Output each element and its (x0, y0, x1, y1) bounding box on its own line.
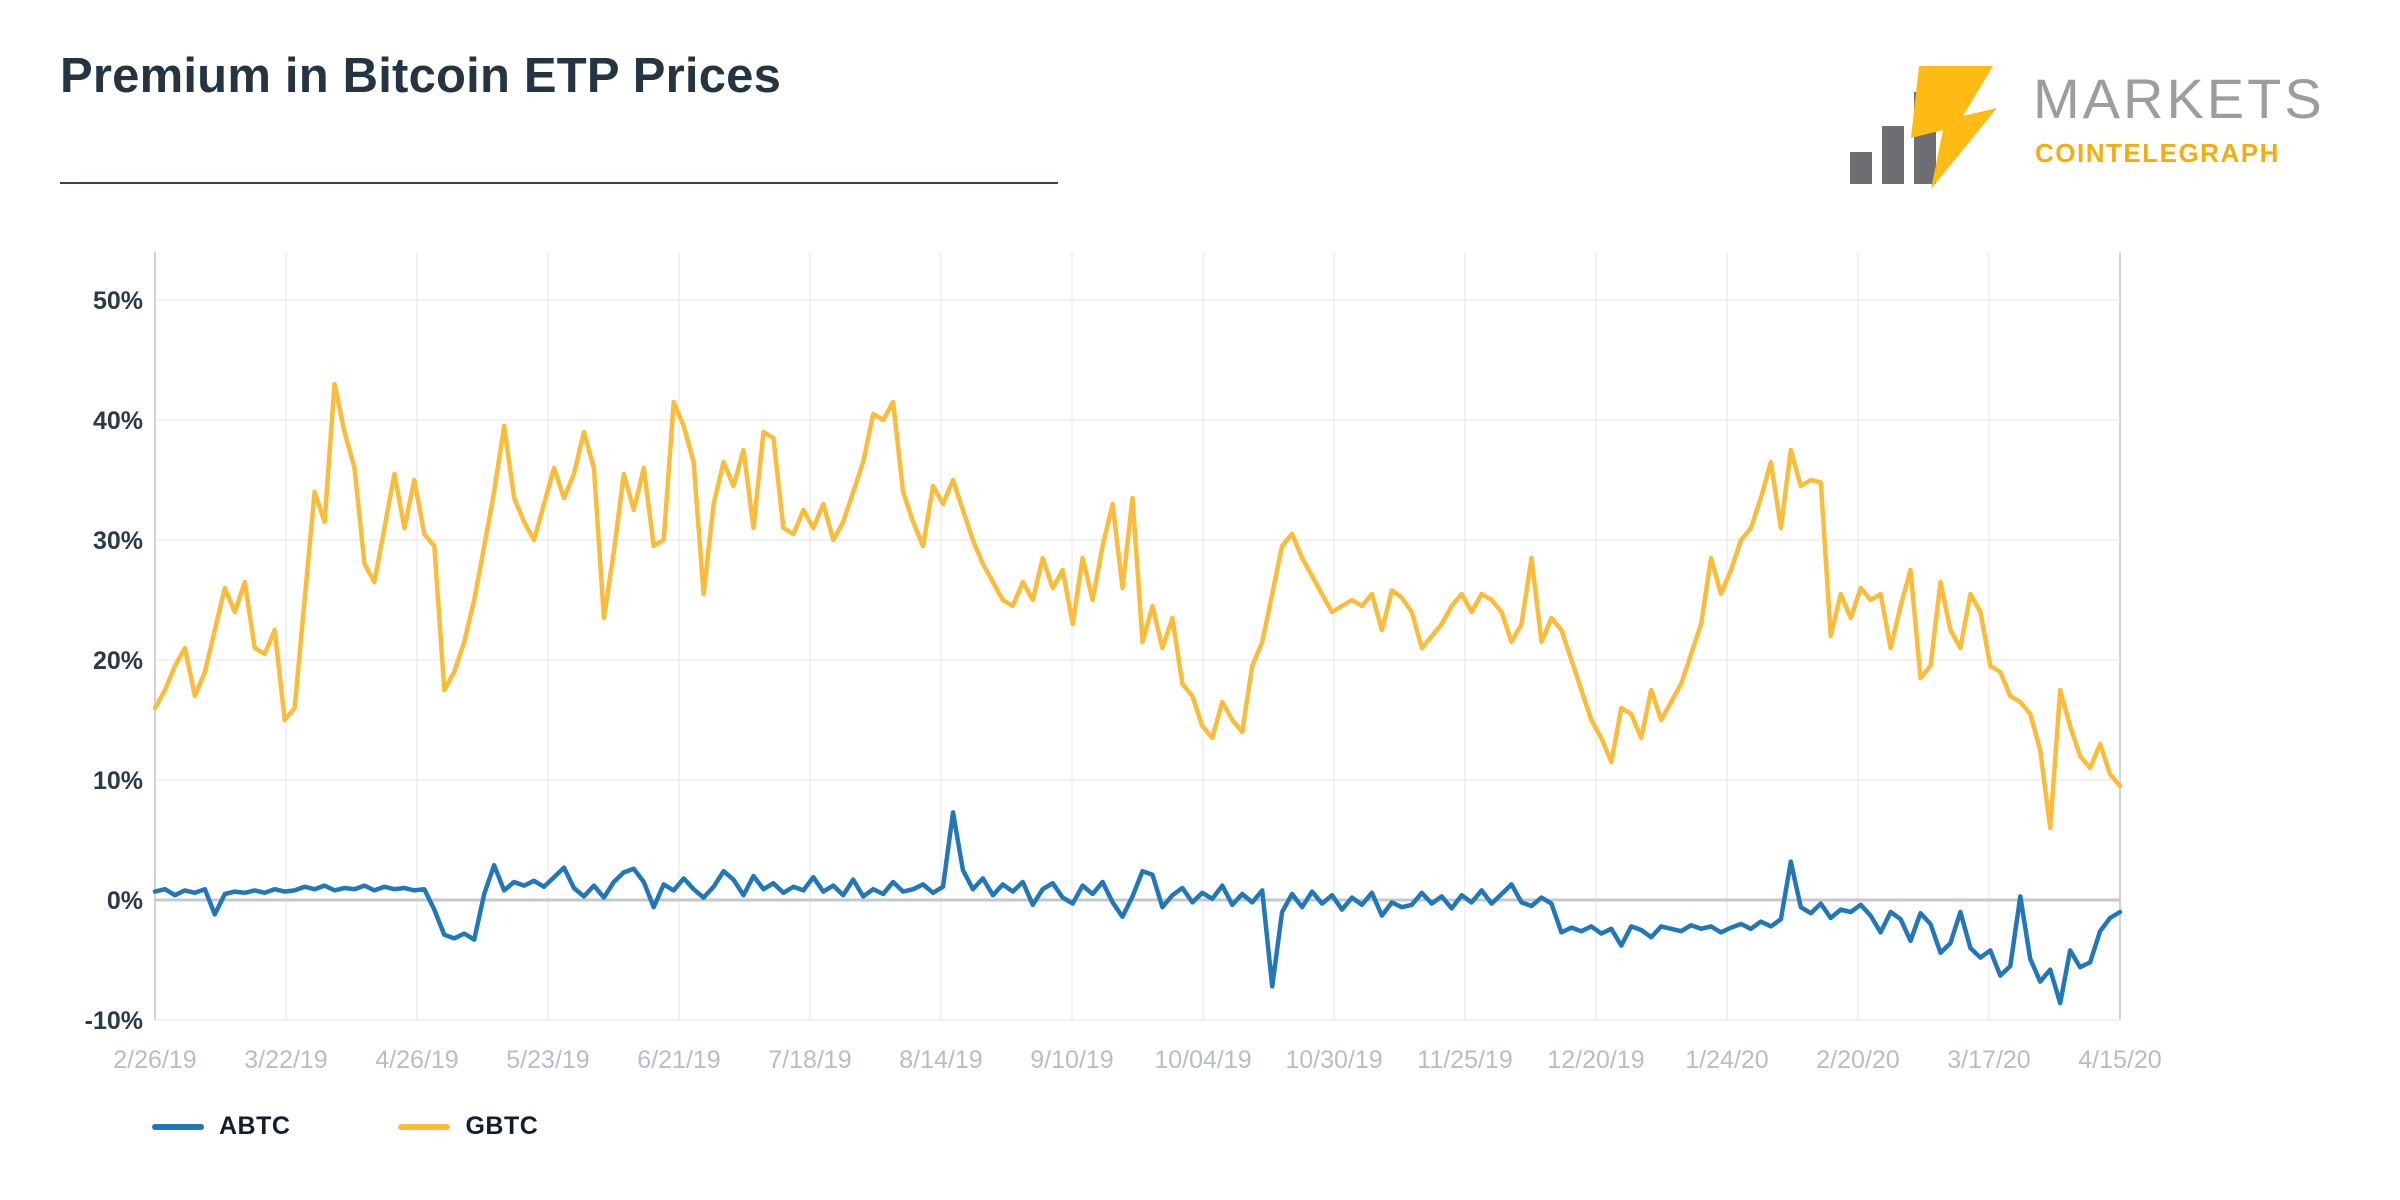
x-axis-label: 10/04/19 (1154, 1046, 1251, 1074)
y-axis-label: -10% (85, 1007, 143, 1035)
y-axis-label: 30% (93, 527, 143, 555)
x-axis-label: 7/18/19 (768, 1046, 851, 1074)
x-axis-label: 1/24/20 (1685, 1046, 1768, 1074)
x-axis-label: 5/23/19 (506, 1046, 589, 1074)
x-axis-label: 4/15/20 (2078, 1046, 2161, 1074)
abtc-line-swatch (152, 1123, 204, 1130)
x-axis-label: 2/26/19 (113, 1046, 196, 1074)
legend-label-gbtc: GBTC (465, 1112, 539, 1140)
abtc-series-line (152, 810, 2123, 1006)
x-axis-label: 3/17/20 (1947, 1046, 2030, 1074)
x-axis-label: 6/21/19 (637, 1046, 720, 1074)
y-axis-label: 0% (107, 887, 143, 915)
x-axis-label: 3/22/19 (244, 1046, 327, 1074)
chart-canvas: 50% 40% 30% 20% 10% 0% -10% 2/26/19 3/22/19 4/26/… (85, 252, 2162, 1074)
y-axis-label: 10% (93, 767, 143, 795)
markets-bars-bolt-icon (1845, 64, 2015, 194)
brand-logo: MARKETS COINTELEGRAPH (1845, 58, 2365, 189)
brand-markets-text: MARKETS (2033, 67, 2325, 130)
brand-cointelegraph-text: COINTELEGRAPH (2035, 138, 2280, 168)
x-axis-label: 8/14/19 (899, 1046, 982, 1074)
premium-line-chart: 50% 40% 30% 20% 10% 0% -10% 2/26/19 3/22/19 4/26/… (0, 230, 2400, 1110)
y-axis-label: 40% (93, 407, 143, 435)
legend-item-gbtc[interactable]: GBTC (398, 1112, 538, 1141)
x-axis-label: 10/30/19 (1285, 1046, 1382, 1074)
x-axis-label: 4/26/19 (375, 1046, 458, 1074)
chart-legend: ABTC GBTC (152, 1112, 538, 1141)
y-axis-label: 50% (93, 287, 143, 315)
x-axis-label: 12/20/19 (1547, 1046, 1644, 1074)
x-axis-label: 11/25/19 (1417, 1046, 1512, 1074)
y-axis-label: 20% (93, 647, 143, 675)
x-axis-label: 9/10/19 (1030, 1046, 1113, 1074)
legend-label-abtc: ABTC (219, 1112, 291, 1140)
gbtc-series-line (152, 381, 2123, 831)
page-title: Premium in Bitcoin ETP Prices (60, 49, 782, 103)
gbtc-line-swatch (398, 1123, 451, 1130)
legend-item-abtc[interactable]: ABTC (152, 1112, 290, 1141)
title-divider (60, 182, 1058, 184)
x-axis-label: 2/20/20 (1816, 1046, 1899, 1074)
